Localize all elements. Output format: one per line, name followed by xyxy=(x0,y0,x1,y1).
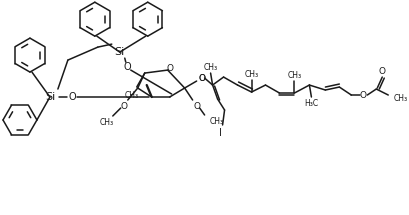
Text: O: O xyxy=(124,62,131,72)
Text: CH₃: CH₃ xyxy=(287,71,301,80)
Text: CH₃: CH₃ xyxy=(244,70,258,78)
Text: CH₃: CH₃ xyxy=(209,117,223,126)
Text: O: O xyxy=(166,64,173,73)
Text: O: O xyxy=(378,67,385,75)
Text: O: O xyxy=(120,101,127,111)
Text: Si: Si xyxy=(115,47,125,57)
Text: CH₃: CH₃ xyxy=(203,63,217,72)
Text: CH₃: CH₃ xyxy=(392,94,407,103)
Text: O: O xyxy=(198,74,204,83)
Text: CH₃: CH₃ xyxy=(99,118,114,127)
Text: O: O xyxy=(198,74,204,83)
Text: O: O xyxy=(193,101,200,111)
Text: O: O xyxy=(359,91,366,100)
Text: O: O xyxy=(68,92,76,102)
Text: I: I xyxy=(218,128,222,138)
Text: Si: Si xyxy=(45,92,55,102)
Text: CH₃: CH₃ xyxy=(124,91,139,100)
Text: H₃C: H₃C xyxy=(303,98,318,108)
